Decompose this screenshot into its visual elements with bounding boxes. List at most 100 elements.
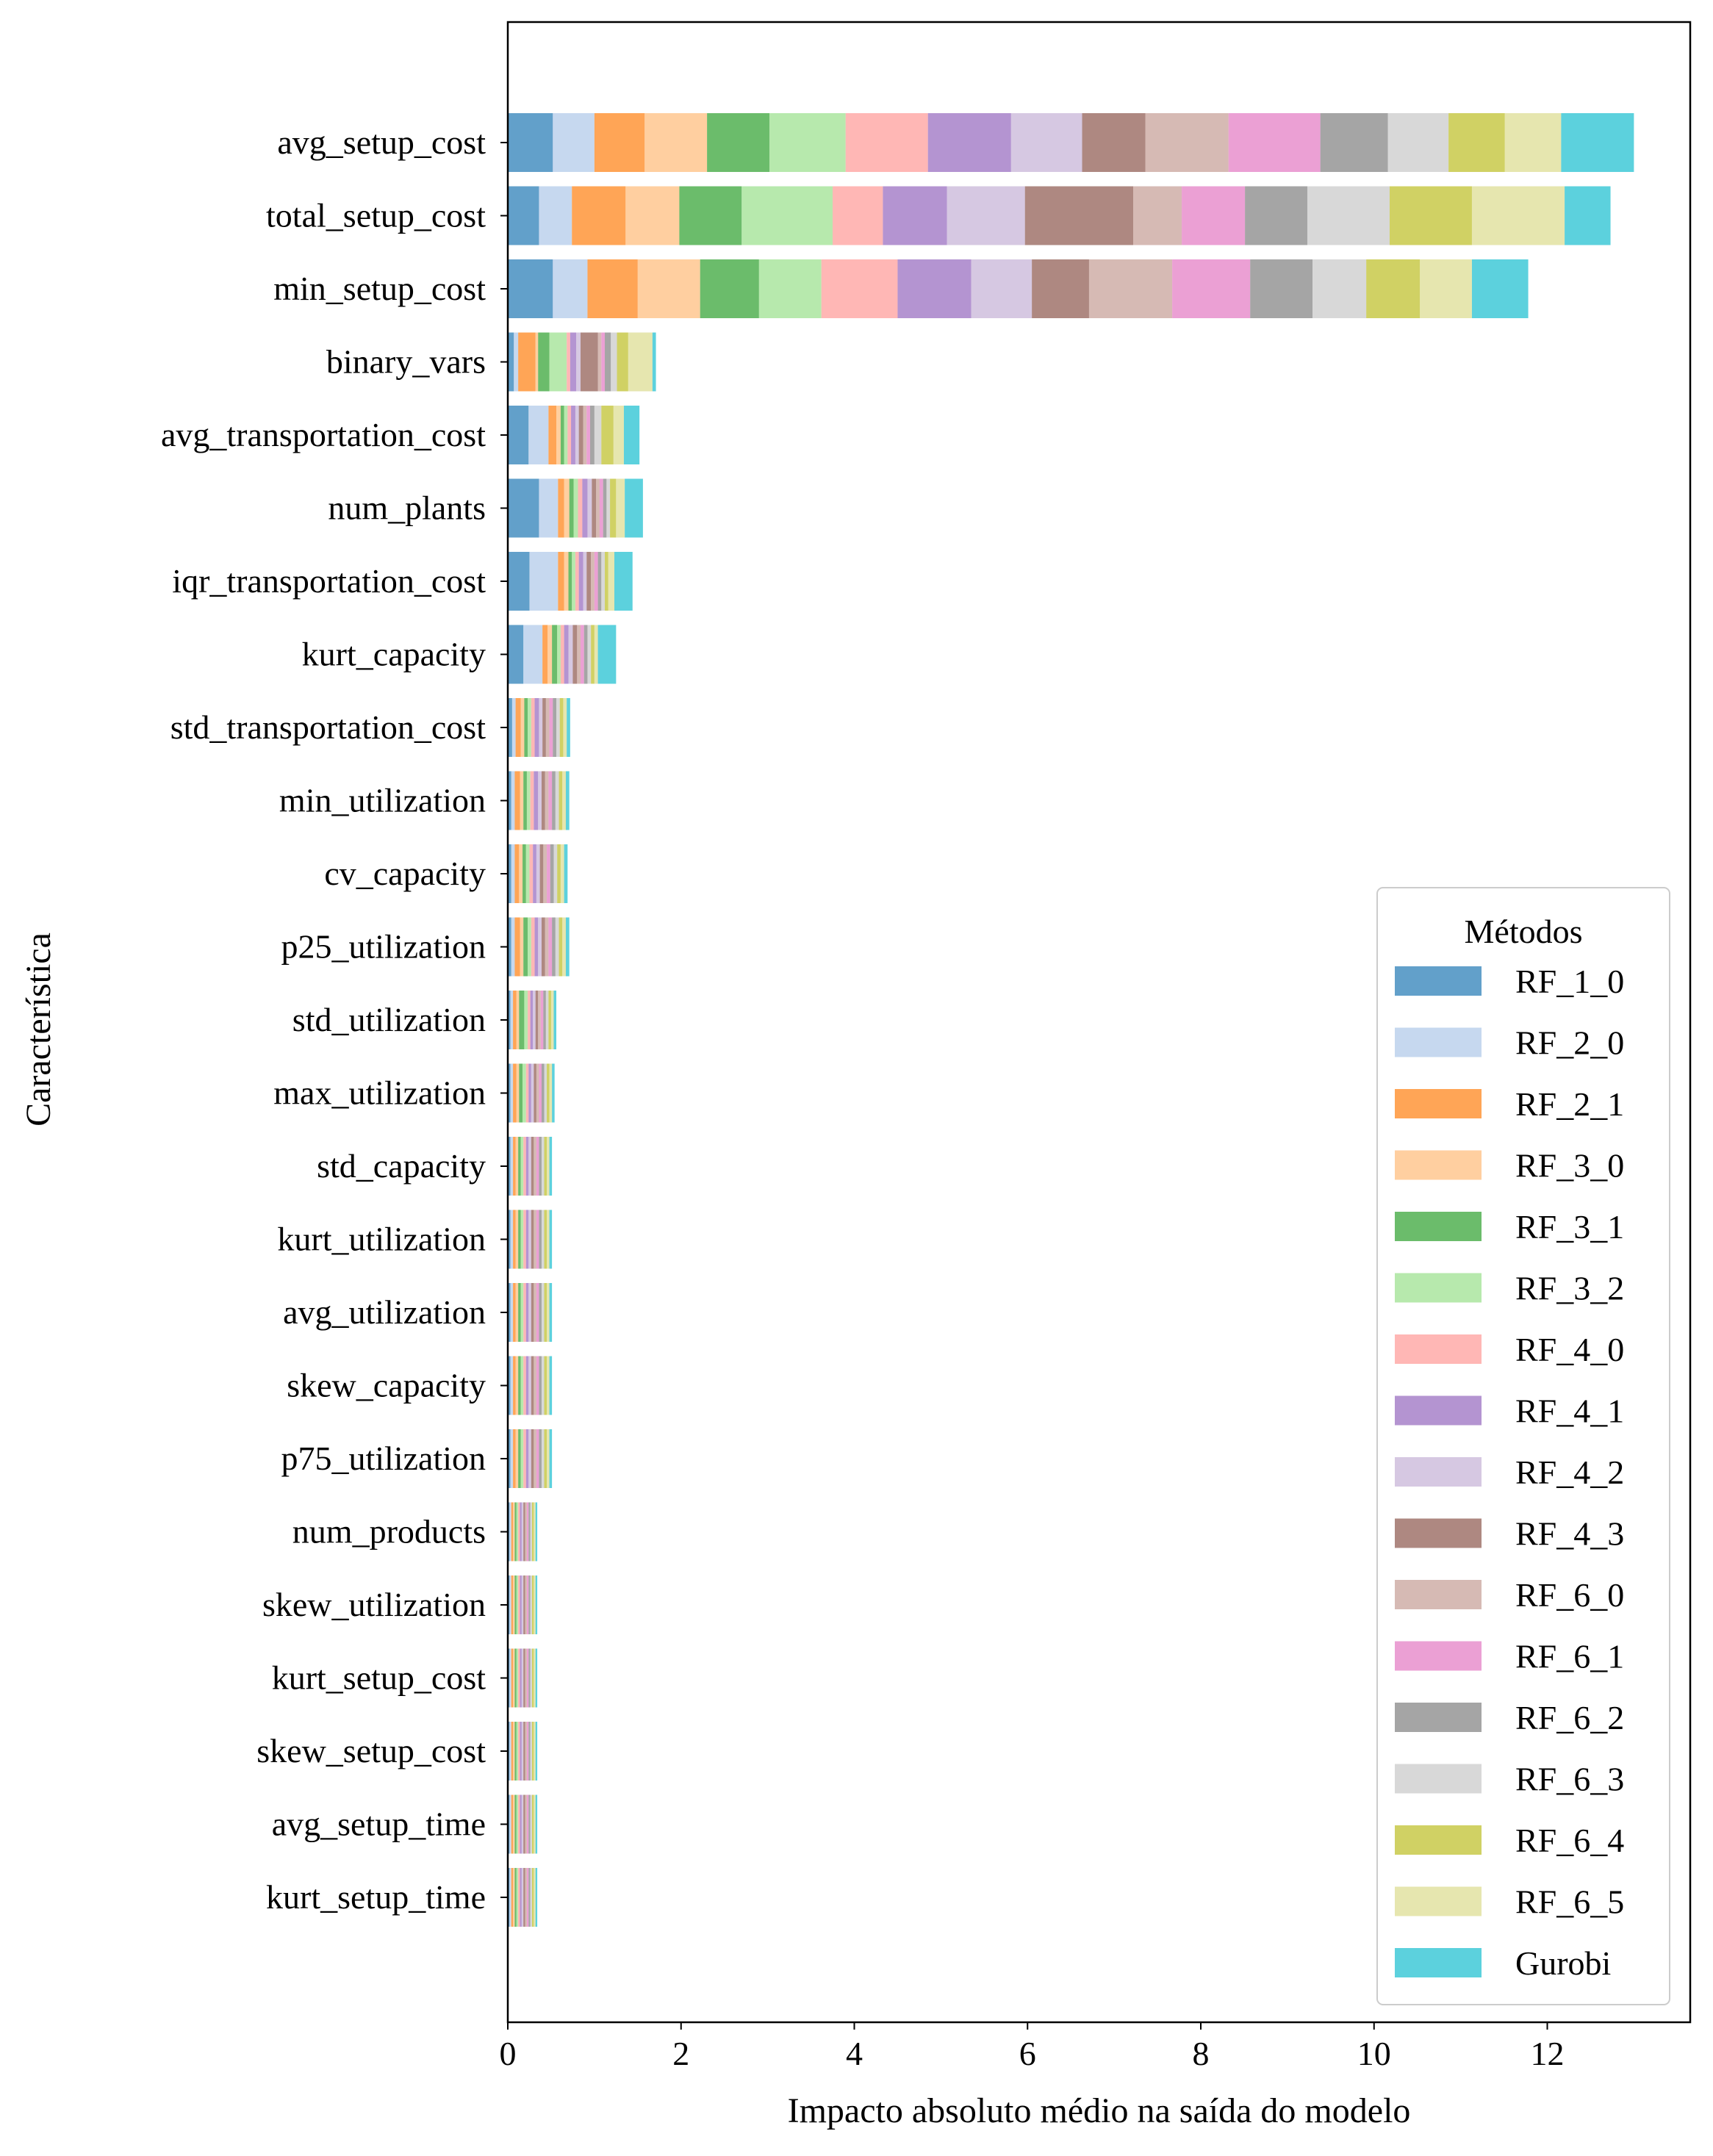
bar-avg_transportation_cost-RF_6_1	[586, 406, 590, 464]
bar-skew_setup_cost-RF_4_2	[521, 1722, 524, 1781]
bar-avg_utilization-RF_3_0	[515, 1283, 519, 1342]
bar-skew_utilization-RF_6_4	[532, 1575, 534, 1634]
bar-avg_setup_cost-RF_4_1	[927, 113, 1011, 172]
bar-avg_setup_time-RF_4_2	[521, 1794, 524, 1854]
legend: Métodos RF_1_0RF_2_0RF_2_1RF_3_0RF_3_1RF…	[1376, 887, 1670, 2005]
bar-min_utilization-RF_2_0	[511, 771, 515, 830]
x-tick-label: 8	[1193, 2035, 1210, 2072]
y-tick-label: skew_setup_cost	[256, 1732, 486, 1769]
bar-total_setup_cost-RF_2_0	[539, 186, 572, 245]
bar-num_products-RF_6_4	[532, 1502, 534, 1562]
bar-kurt_setup_time-RF_6_1	[526, 1868, 529, 1927]
bar-kurt_setup_cost-RF_2_1	[511, 1648, 514, 1708]
y-tick-label: std_utilization	[292, 1001, 486, 1038]
bar-avg_setup_time-RF_4_0	[518, 1794, 520, 1854]
bar-p75_utilization-RF_6_3	[541, 1429, 545, 1488]
bar-num_products-RF_6_0	[525, 1502, 527, 1562]
bar-min_setup_cost-RF_6_1	[1172, 259, 1251, 318]
bar-iqr_transportation_cost-RF_4_2	[583, 552, 587, 611]
bar-p25_utilization-RF_4_0	[531, 917, 535, 977]
bar-std_capacity-RF_1_0	[508, 1137, 511, 1196]
bar-kurt_utilization-RF_6_4	[544, 1210, 547, 1269]
bar-kurt_setup_cost-RF_6_5	[534, 1648, 536, 1708]
bar-avg_transportation_cost-Gurobi	[623, 406, 640, 464]
legend-swatch	[1395, 1518, 1482, 1548]
x-tick-label: 12	[1531, 2035, 1565, 2072]
bar-std_transportation_cost-RF_2_0	[511, 698, 516, 757]
bar-min_setup_cost-RF_3_2	[758, 259, 822, 318]
bar-avg_setup_cost-RF_3_1	[707, 113, 769, 172]
bar-num_plants-RF_6_4	[610, 478, 617, 538]
bar-min_utilization-RF_3_1	[523, 771, 527, 830]
bar-num_plants-RF_6_1	[599, 478, 603, 538]
bar-avg_utilization-RF_6_2	[539, 1283, 542, 1342]
bar-min_setup_cost-RF_6_3	[1312, 259, 1367, 318]
bar-std_capacity-Gurobi	[549, 1137, 553, 1196]
legend-item-RF_2_0: RF_2_0	[1395, 1024, 1624, 1062]
bar-p75_utilization-RF_4_0	[523, 1429, 526, 1488]
bar-total_setup_cost-RF_6_0	[1133, 186, 1182, 245]
bar-avg_setup_time-RF_4_3	[523, 1794, 525, 1854]
bar-num_products-RF_3_1	[514, 1502, 517, 1562]
bar-binary_vars-RF_4_2	[576, 332, 581, 392]
bar-cv_capacity-Gurobi	[564, 844, 568, 903]
bar-iqr_transportation_cost-RF_1_0	[508, 552, 530, 611]
bar-kurt_capacity-RF_2_1	[542, 625, 548, 684]
bar-p75_utilization-RF_1_0	[508, 1429, 511, 1488]
bar-max_utilization-RF_6_4	[547, 1063, 550, 1123]
bar-std_capacity-RF_6_5	[547, 1137, 550, 1196]
bar-std_utilization-RF_6_5	[550, 991, 554, 1049]
y-axis-label: Característica	[19, 933, 58, 1126]
bar-avg_transportation_cost-RF_3_0	[556, 406, 561, 464]
bar-avg_setup_cost-RF_4_2	[1010, 113, 1082, 172]
bar-total_setup_cost-RF_2_1	[572, 186, 626, 245]
bar-total_setup_cost-RF_4_0	[833, 186, 883, 245]
legend-item-RF_3_1: RF_3_1	[1395, 1208, 1624, 1246]
bar-kurt_setup_cost-RF_6_1	[526, 1648, 529, 1708]
legend-item-RF_4_3: RF_4_3	[1395, 1515, 1624, 1553]
bar-skew_capacity-RF_6_4	[544, 1356, 547, 1415]
bar-cv_capacity-RF_6_2	[550, 844, 554, 903]
legend-swatch	[1395, 1764, 1482, 1794]
bar-total_setup_cost-RF_6_3	[1307, 186, 1390, 245]
bar-skew_capacity-RF_6_2	[539, 1356, 542, 1415]
bar-min_setup_cost-RF_4_2	[971, 259, 1033, 318]
bar-avg_utilization-RF_4_1	[525, 1283, 529, 1342]
bar-kurt_setup_time-RF_3_2	[516, 1868, 519, 1927]
legend-label: RF_2_1	[1515, 1085, 1624, 1123]
bar-avg_setup_time-RF_6_3	[530, 1794, 533, 1854]
bar-num_products-RF_2_1	[511, 1502, 514, 1562]
bar-avg_transportation_cost-RF_6_2	[589, 406, 595, 464]
y-tick-label: kurt_utilization	[277, 1221, 486, 1258]
bar-num_plants-RF_6_0	[596, 478, 600, 538]
bar-total_setup_cost-RF_4_1	[883, 186, 947, 245]
bar-p25_utilization-RF_6_5	[562, 917, 566, 977]
bar-max_utilization-RF_3_2	[522, 1063, 526, 1123]
legend-label: RF_1_0	[1515, 963, 1624, 1000]
bar-skew_capacity-RF_3_2	[520, 1356, 524, 1415]
bar-p25_utilization-RF_6_0	[545, 917, 549, 977]
bar-skew_utilization-RF_6_0	[525, 1575, 527, 1634]
bar-binary_vars-RF_4_1	[570, 332, 577, 392]
bar-min_utilization-RF_6_5	[562, 771, 566, 830]
bar-total_setup_cost-RF_6_5	[1471, 186, 1565, 245]
bar-avg_transportation_cost-RF_6_3	[594, 406, 602, 464]
bar-avg_transportation_cost-RF_4_1	[571, 406, 575, 464]
bar-iqr_transportation_cost-RF_6_1	[594, 552, 598, 611]
bar-num_plants-RF_4_1	[582, 478, 588, 538]
legend-label: RF_4_3	[1515, 1515, 1624, 1553]
y-tick-label: avg_setup_time	[272, 1805, 486, 1843]
legend-label: RF_4_1	[1515, 1393, 1624, 1430]
bar-avg_setup_cost-RF_3_2	[769, 113, 846, 172]
bar-min_setup_cost-RF_3_1	[700, 259, 759, 318]
bar-avg_utilization-RF_4_0	[523, 1283, 526, 1342]
bar-binary_vars-RF_1_0	[508, 332, 514, 392]
bar-skew_setup_cost-RF_3_2	[516, 1722, 519, 1781]
bar-p75_utilization-RF_4_3	[531, 1429, 534, 1488]
bar-binary_vars-RF_6_2	[605, 332, 611, 392]
bar-num_plants-RF_3_0	[564, 478, 570, 538]
legend-label: Gurobi	[1515, 1944, 1611, 1982]
bar-std_transportation_cost-RF_4_2	[539, 698, 543, 757]
bar-min_setup_cost-RF_6_4	[1366, 259, 1421, 318]
